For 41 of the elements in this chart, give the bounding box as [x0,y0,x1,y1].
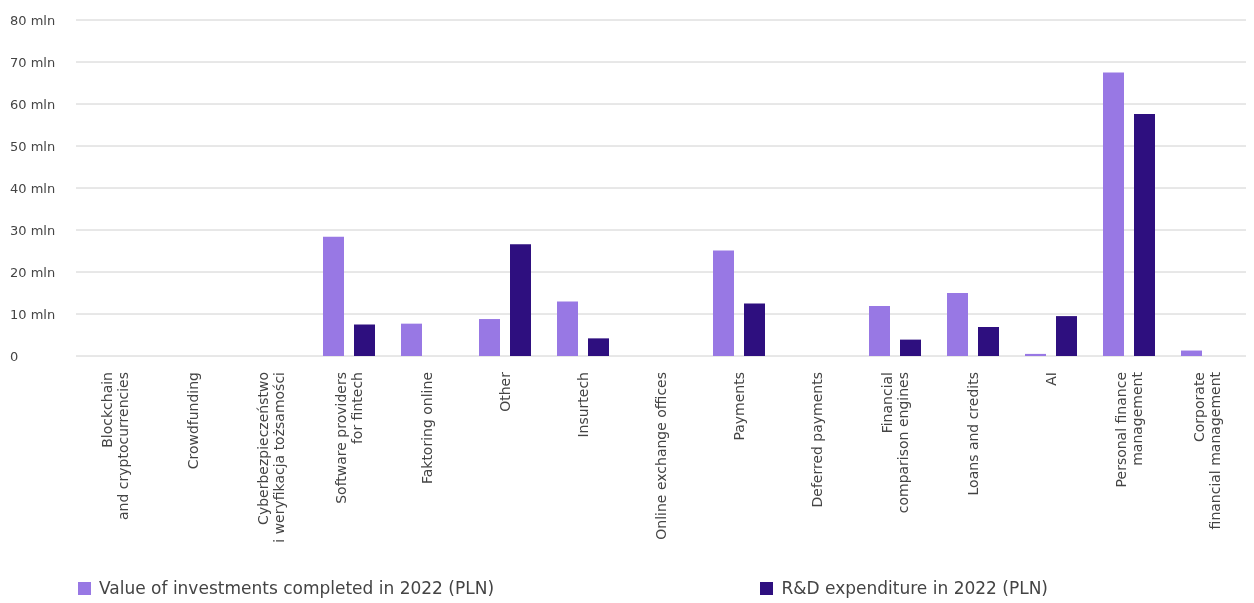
y-tick-label: 70 mln [10,54,56,70]
x-tick-label: Faktoring online [419,372,435,485]
bar [354,324,375,356]
x-tick-label: AI [1043,372,1059,386]
x-tick-label: Insurtech [575,372,591,438]
y-tick-label: 60 mln [10,96,56,112]
y-tick-label: 80 mln [10,12,56,28]
y-tick-label: 10 mln [10,306,56,322]
bar [744,303,765,356]
bar [1181,350,1202,356]
x-tick-label: Other [497,371,513,412]
x-tick-label: Payments [731,372,747,441]
x-tick-label: Blockchain and cryptocurrencies [99,372,131,520]
bar [1025,353,1046,356]
bar [323,236,344,356]
bar [869,306,890,356]
bar [588,338,609,356]
bar [510,244,531,356]
bar [713,250,734,356]
bar [1103,72,1124,356]
y-tick-label: 30 mln [10,222,56,238]
x-tick-label: Financial comparison engines [879,372,911,514]
x-tick-label: Deferred payments [809,372,825,508]
bar [900,339,921,356]
bar [947,293,968,356]
x-tick-label: Crowdfunding [185,372,201,470]
bar [557,301,578,356]
bar [1134,114,1155,356]
legend-label: R&D expenditure in 2022 (PLN) [780,578,1048,598]
x-tick-label: Online exchange offices [653,372,669,540]
bar [401,323,422,356]
y-tick-label: 0 [10,348,19,364]
bar [978,327,999,356]
y-tick-label: 20 mln [10,264,56,280]
y-tick-label: 40 mln [10,180,56,196]
x-tick-label: Personal finance management [1113,371,1145,488]
y-tick-label: 50 mln [10,138,56,154]
x-tick-label: Loans and credits [965,372,981,496]
bar [1056,316,1077,356]
legend-label: Value of investments completed in 2022 (PLN) [98,578,495,598]
bar [479,319,500,356]
